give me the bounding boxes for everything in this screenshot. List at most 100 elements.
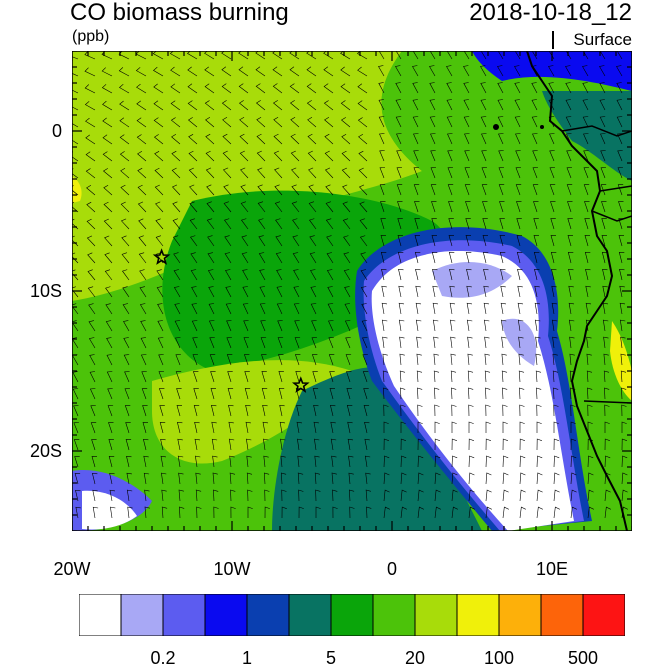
level-tick-mark — [552, 31, 554, 49]
wind-barb — [295, 371, 301, 383]
wind-barb — [137, 167, 147, 179]
wind-barb — [281, 489, 287, 502]
wind-barb — [263, 438, 269, 451]
colorbar-swatch — [582, 594, 625, 636]
wind-barb — [549, 133, 555, 145]
wind-barb — [289, 83, 300, 94]
units-label: (ppb) — [72, 28, 110, 45]
wind-barb — [348, 472, 354, 485]
field-plume-patch-north — [432, 261, 512, 298]
wind-barb — [332, 506, 338, 519]
wind-barb — [568, 319, 575, 332]
coastline — [526, 51, 628, 531]
wind-barb — [619, 268, 625, 281]
wind-barb — [618, 251, 625, 264]
wind-barb — [259, 303, 266, 315]
wind-barb — [449, 268, 455, 281]
wind-barb — [256, 133, 266, 145]
wind-barb — [397, 218, 403, 230]
wind-barb — [483, 268, 489, 281]
wind-barb — [429, 116, 436, 128]
wind-barb — [325, 218, 334, 230]
wind-barb — [222, 150, 232, 162]
wind-barb — [567, 251, 574, 264]
wind-barb — [585, 302, 592, 315]
wind-barb — [238, 51, 249, 60]
wind-barb — [553, 404, 559, 417]
wind-barb — [464, 133, 470, 145]
wind-barb — [515, 133, 521, 145]
wind-barb — [141, 371, 147, 383]
wind-barb — [207, 252, 215, 264]
wind-barb — [325, 184, 334, 196]
wind-barb — [464, 184, 471, 196]
wind-barb — [210, 371, 216, 383]
wind-barb — [222, 133, 232, 145]
wind-barb — [89, 371, 96, 383]
wind-barb — [463, 99, 470, 111]
wind-barb — [110, 506, 116, 519]
wind-barb — [103, 184, 113, 196]
wind-barb — [330, 438, 337, 451]
wind-barb — [536, 438, 543, 451]
wind-barb — [74, 473, 81, 485]
wind-barb — [243, 320, 249, 332]
wind-barb — [601, 218, 607, 230]
wind-barb — [326, 252, 334, 264]
wind-barb — [173, 269, 181, 281]
wind-barb — [451, 489, 458, 502]
wind-barb — [105, 320, 113, 332]
wind-barb — [294, 337, 301, 349]
wind-barb — [565, 82, 572, 94]
wind-barb — [569, 336, 575, 349]
wind-barb — [105, 303, 113, 315]
wind-barb — [383, 404, 389, 417]
wind-barb — [383, 387, 389, 400]
wind-barb — [415, 302, 422, 315]
wind-barb — [621, 421, 627, 433]
wind-barb — [481, 150, 487, 162]
wind-barb — [449, 319, 456, 332]
wind-barb — [466, 302, 473, 315]
wind-barb — [501, 336, 507, 349]
wind-barb — [143, 438, 149, 451]
field-low-southwest-core — [82, 490, 137, 530]
wind-barb — [616, 65, 623, 77]
wind-barb — [241, 252, 249, 264]
colorbar-label: 5 — [325, 648, 336, 668]
wind-barb — [276, 303, 283, 315]
wind-barb — [226, 354, 233, 366]
wind-barb — [136, 134, 147, 145]
wind-barb — [275, 252, 283, 264]
wind-barb — [398, 319, 405, 332]
wind-barb — [381, 268, 387, 281]
wind-barb — [432, 319, 439, 332]
wind-barb — [553, 421, 559, 433]
wind-barb — [568, 302, 575, 315]
country-border-south — [583, 400, 632, 404]
wind-barb — [139, 269, 147, 281]
wind-barb — [239, 117, 249, 128]
wind-barb — [137, 151, 147, 162]
wind-barb — [154, 184, 164, 196]
wind-barb — [551, 285, 557, 298]
wind-barb — [87, 286, 96, 298]
wind-barb — [517, 285, 523, 298]
wind-barb — [485, 455, 492, 468]
wind-barb — [357, 117, 368, 128]
wind-barb — [257, 184, 266, 196]
wind-barb — [481, 133, 487, 145]
wind-barb — [583, 150, 589, 162]
wind-barb — [616, 82, 623, 94]
wind-barb — [104, 252, 113, 264]
wind-barb — [485, 472, 492, 485]
wind-barb — [324, 150, 334, 162]
wind-barb — [446, 51, 453, 60]
wind-barb — [172, 201, 181, 213]
colorbar-swatch — [79, 594, 122, 636]
wind-barb — [107, 405, 114, 417]
wind-barb — [226, 320, 232, 332]
wind-barb — [549, 150, 555, 162]
wind-barb — [191, 320, 198, 332]
wind-barb — [171, 150, 181, 162]
